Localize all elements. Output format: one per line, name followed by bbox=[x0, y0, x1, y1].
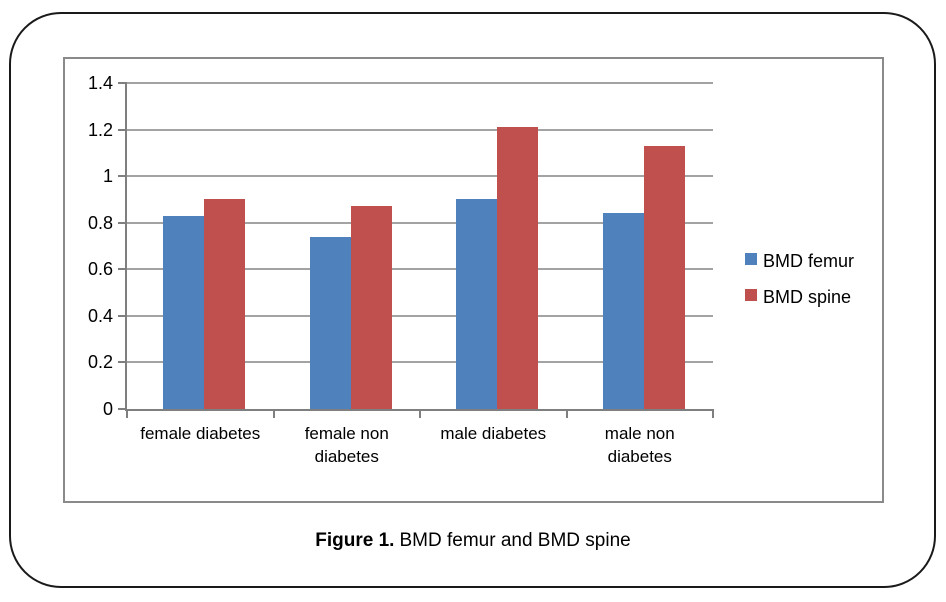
y-axis-label: 1 bbox=[102, 166, 113, 187]
figure-border bbox=[9, 12, 936, 588]
bar-bmd-spine bbox=[497, 127, 538, 409]
legend-label-bmd-spine: BMD spine bbox=[763, 287, 852, 307]
y-gridline bbox=[127, 314, 713, 317]
figure-caption-title: BMD femur and BMD spine bbox=[399, 530, 631, 551]
legend-swatch-bmd-spine bbox=[745, 288, 757, 301]
y-axis-label: 0.2 bbox=[87, 352, 113, 373]
y-gridline bbox=[127, 268, 713, 271]
y-gridline bbox=[127, 128, 713, 131]
x-axis-category-label: female non diabetes bbox=[304, 424, 389, 466]
y-axis-tick bbox=[118, 175, 127, 178]
y-axis-tick bbox=[118, 82, 127, 84]
bar-bmd-femur bbox=[163, 215, 204, 409]
y-axis-label: 0.8 bbox=[87, 212, 113, 233]
chart-container: 0 0.2 0.4 0.6 0.8 1 1.2 1.4 female diabetes femal… bbox=[63, 57, 884, 503]
figure-caption: Figure 1. BMD femur and BMD spine bbox=[0, 530, 946, 552]
y-axis-label: 1.2 bbox=[87, 119, 113, 140]
x-axis-category-label: male non diabetes bbox=[604, 424, 675, 466]
bar-bmd-spine bbox=[204, 199, 245, 409]
legend-item: BMD spine bbox=[745, 287, 851, 307]
y-gridline bbox=[127, 221, 713, 224]
y-axis-label: 0.6 bbox=[87, 259, 113, 280]
x-axis-tick bbox=[419, 409, 421, 418]
y-axis-tick bbox=[118, 314, 127, 317]
y-gridline bbox=[127, 175, 713, 178]
x-axis-category-label: female diabetes bbox=[140, 424, 261, 443]
x-axis-tick bbox=[712, 409, 714, 418]
x-axis-category-label: male diabetes bbox=[440, 424, 547, 443]
y-axis-tick bbox=[118, 268, 127, 271]
y-axis-tick bbox=[118, 361, 127, 364]
x-axis-tick bbox=[126, 409, 128, 418]
x-axis-tick bbox=[565, 409, 568, 418]
bar-bmd-spine bbox=[643, 145, 685, 409]
x-axis-tick bbox=[272, 409, 275, 418]
y-axis-label: 1.4 bbox=[87, 73, 113, 93]
legend-label-bmd-femur: BMD femur bbox=[763, 251, 855, 271]
bar-bmd-femur bbox=[602, 213, 644, 409]
y-gridline bbox=[127, 82, 713, 84]
y-axis-tick bbox=[118, 408, 127, 410]
bar-bmd-femur bbox=[309, 236, 351, 409]
y-axis-line bbox=[125, 83, 127, 411]
y-axis-tick bbox=[118, 221, 127, 224]
y-axis-label: 0.4 bbox=[87, 305, 113, 326]
figure-caption-number: Figure 1. bbox=[315, 530, 395, 551]
legend-item: BMD femur bbox=[745, 251, 854, 271]
legend-swatch-bmd-femur bbox=[745, 252, 757, 265]
bar-bmd-spine bbox=[350, 206, 392, 409]
y-gridline bbox=[127, 361, 713, 364]
y-axis-tick bbox=[118, 128, 127, 131]
y-axis-label: 0 bbox=[102, 399, 113, 419]
bar-bmd-femur bbox=[456, 199, 497, 409]
